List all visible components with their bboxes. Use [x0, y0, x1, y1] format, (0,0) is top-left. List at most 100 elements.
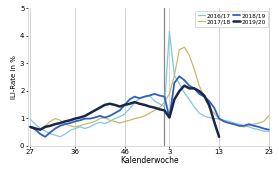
2017/18	[88, 122, 92, 124]
2018/19	[183, 79, 186, 81]
2016/17	[208, 116, 211, 119]
2016/17	[198, 112, 201, 114]
2018/19	[68, 122, 72, 124]
2017/18	[173, 74, 176, 76]
2019/20	[212, 120, 216, 122]
2016/17	[103, 123, 107, 125]
2018/19	[178, 75, 181, 77]
2016/17	[252, 128, 256, 130]
2019/20	[178, 90, 181, 92]
2017/18	[168, 93, 171, 95]
2019/20	[128, 103, 131, 105]
2017/18	[208, 107, 211, 109]
2016/17	[222, 119, 226, 121]
2019/20	[63, 120, 67, 122]
2019/20	[98, 107, 102, 109]
2018/19	[198, 93, 201, 95]
2017/18	[113, 120, 116, 122]
Line: 2018/19: 2018/19	[30, 76, 269, 137]
2017/18	[83, 123, 87, 125]
2017/18	[242, 126, 246, 128]
2016/17	[133, 102, 136, 104]
2017/18	[34, 128, 37, 130]
2018/19	[49, 131, 52, 133]
2018/19	[212, 107, 216, 109]
2019/20	[193, 87, 196, 89]
2017/18	[78, 125, 82, 127]
2016/17	[39, 128, 42, 130]
2018/19	[39, 133, 42, 135]
2018/19	[143, 96, 146, 98]
2016/17	[187, 98, 191, 100]
2019/20	[203, 95, 206, 97]
2017/18	[187, 54, 191, 56]
2017/18	[183, 46, 186, 48]
Line: 2016/17: 2016/17	[30, 31, 269, 137]
2019/20	[158, 108, 161, 110]
2016/17	[232, 122, 236, 124]
2018/19	[222, 120, 226, 122]
2016/17	[83, 128, 87, 130]
2018/19	[148, 95, 151, 97]
Line: 2017/18: 2017/18	[30, 47, 269, 130]
2017/18	[252, 123, 256, 125]
2018/19	[227, 122, 231, 124]
2017/18	[54, 118, 57, 120]
2018/19	[128, 98, 131, 100]
2019/20	[148, 106, 151, 108]
2017/18	[103, 116, 107, 119]
2017/18	[44, 125, 47, 127]
2017/18	[193, 68, 196, 70]
2017/18	[237, 125, 240, 127]
2019/20	[93, 109, 97, 111]
2018/19	[217, 118, 221, 120]
2016/17	[118, 116, 121, 118]
2019/20	[78, 116, 82, 119]
2017/18	[118, 122, 121, 124]
2019/20	[68, 119, 72, 121]
Y-axis label: ILI-Rate in %: ILI-Rate in %	[11, 55, 17, 99]
2016/17	[242, 125, 246, 127]
2016/17	[217, 118, 221, 120]
2017/18	[143, 115, 146, 117]
2017/18	[108, 119, 112, 121]
Line: 2019/20: 2019/20	[30, 86, 219, 137]
2018/19	[237, 125, 240, 127]
2018/19	[123, 104, 126, 106]
2018/19	[267, 129, 270, 131]
2019/20	[143, 104, 146, 106]
2018/19	[44, 136, 47, 138]
2019/20	[59, 122, 62, 124]
2016/17	[148, 95, 151, 97]
2017/18	[93, 120, 97, 122]
2016/17	[98, 121, 102, 123]
2016/17	[153, 100, 156, 102]
2016/17	[163, 106, 166, 108]
2016/17	[203, 115, 206, 117]
2018/19	[108, 115, 112, 117]
2016/17	[257, 129, 261, 131]
2016/17	[63, 133, 67, 135]
2018/19	[163, 96, 166, 98]
2017/18	[63, 123, 67, 125]
2017/18	[128, 119, 131, 121]
2019/20	[44, 126, 47, 128]
2019/20	[208, 104, 211, 106]
2017/18	[39, 129, 42, 131]
2018/19	[118, 109, 121, 111]
2019/20	[29, 126, 32, 128]
2016/17	[178, 83, 181, 85]
2019/20	[138, 103, 141, 105]
2017/18	[232, 123, 236, 125]
2019/20	[88, 112, 92, 114]
2017/18	[217, 118, 221, 120]
2017/18	[68, 125, 72, 127]
2018/19	[63, 123, 67, 125]
2016/17	[78, 126, 82, 128]
2018/19	[113, 112, 116, 114]
2016/17	[49, 133, 52, 135]
2018/19	[138, 97, 141, 99]
2016/17	[227, 120, 231, 122]
2019/20	[198, 90, 201, 92]
2016/17	[168, 30, 171, 32]
